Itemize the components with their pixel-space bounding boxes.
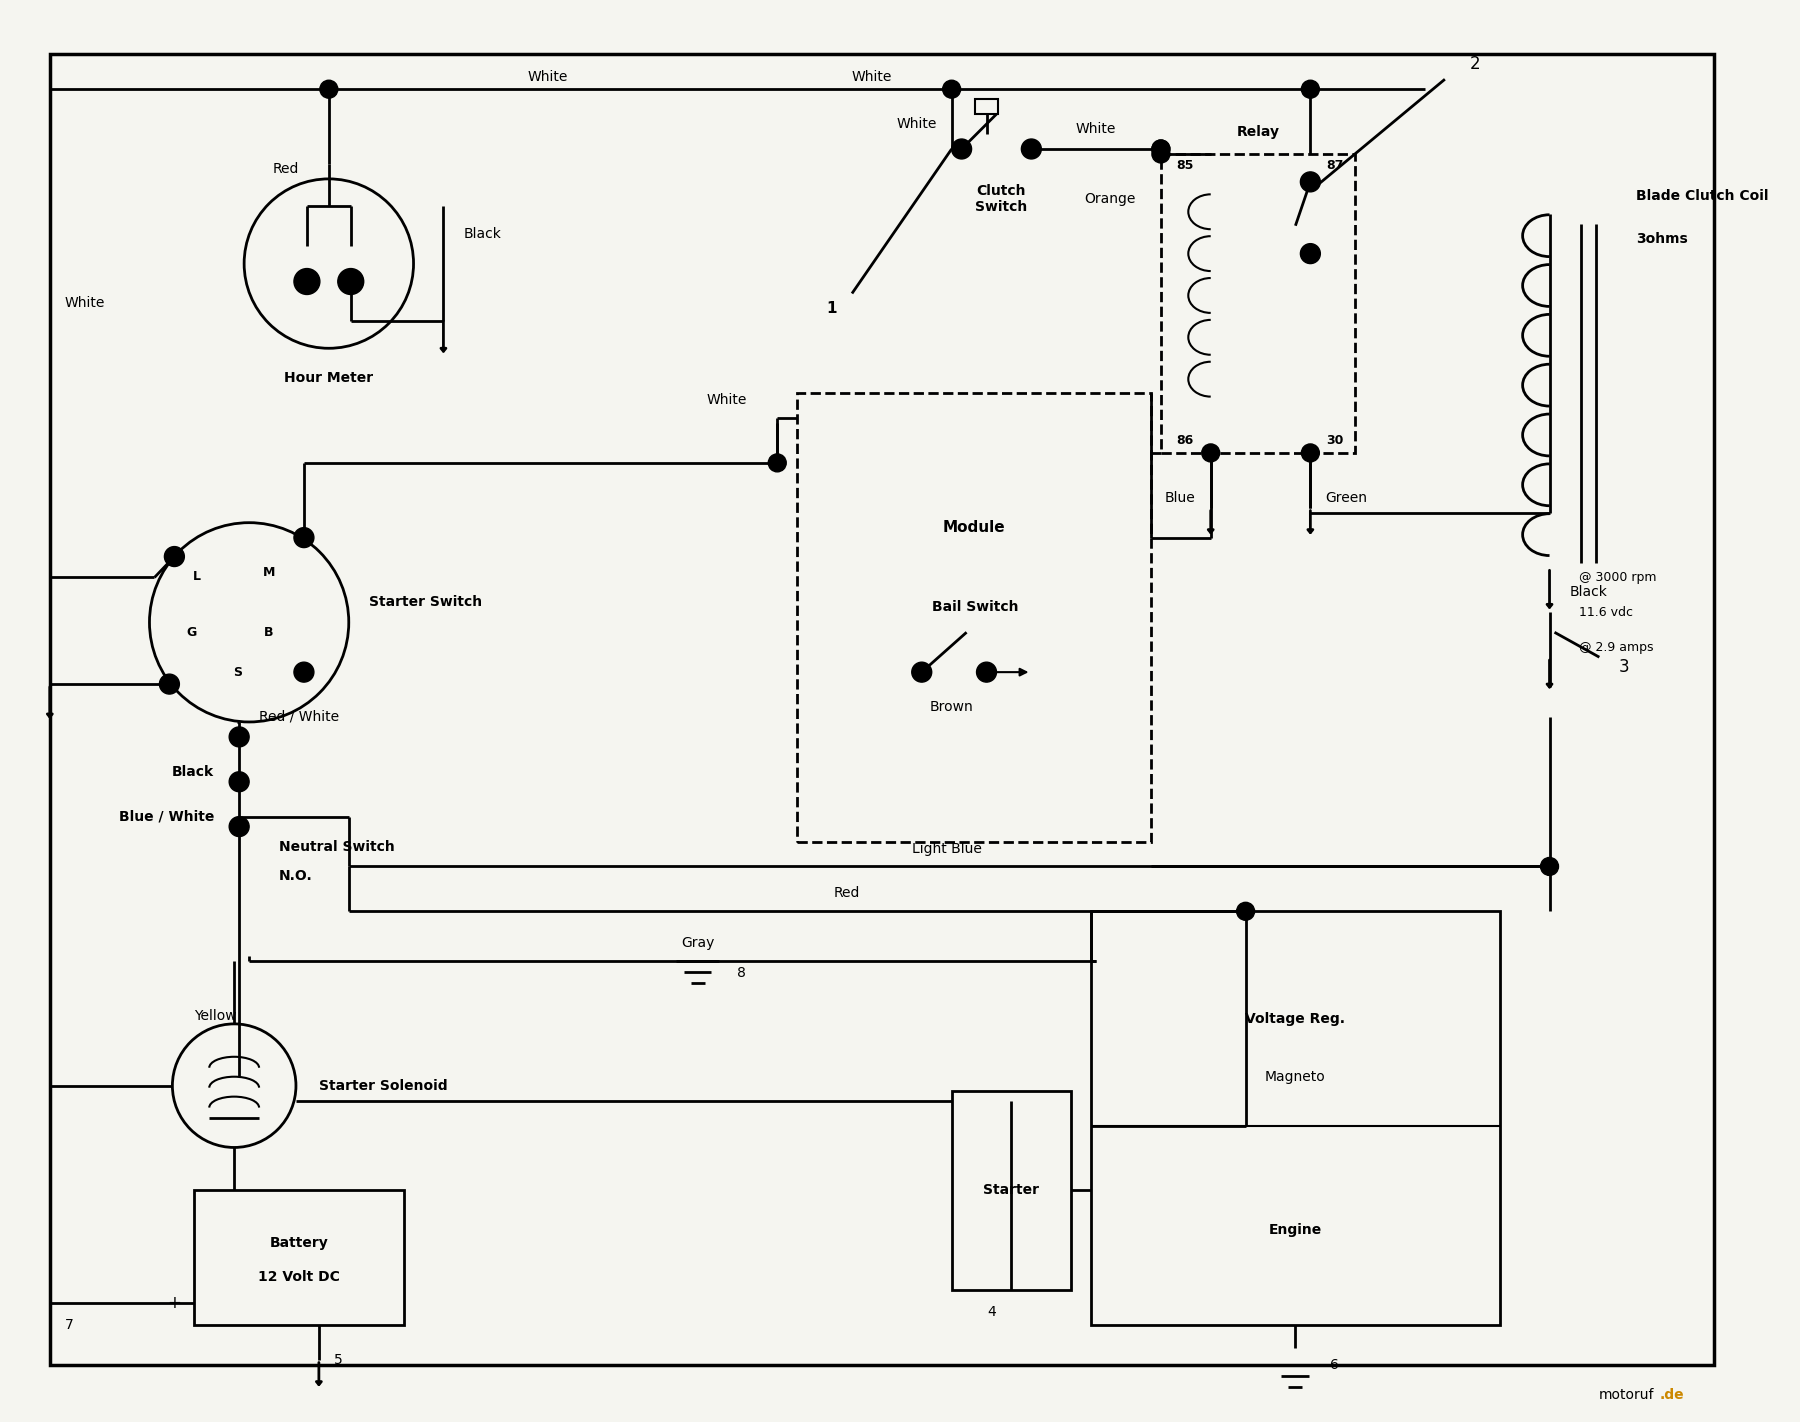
Text: Red: Red	[272, 162, 299, 176]
Circle shape	[977, 663, 997, 683]
Text: S: S	[232, 665, 241, 678]
Circle shape	[229, 816, 248, 836]
Text: Neutral Switch: Neutral Switch	[279, 839, 394, 853]
Text: Starter Solenoid: Starter Solenoid	[319, 1079, 448, 1092]
Text: motoruf: motoruf	[1598, 1388, 1654, 1402]
Text: .de: .de	[1660, 1388, 1685, 1402]
Circle shape	[293, 269, 320, 294]
Text: Green: Green	[1325, 491, 1368, 505]
Text: Clutch
Switch: Clutch Switch	[976, 183, 1028, 213]
Text: Relay: Relay	[1237, 125, 1280, 139]
Text: @ 3000 rpm: @ 3000 rpm	[1579, 572, 1658, 584]
Text: 11.6 vdc: 11.6 vdc	[1579, 606, 1633, 619]
Circle shape	[1021, 139, 1042, 159]
Text: Blue / White: Blue / White	[119, 809, 214, 823]
Text: Orange: Orange	[1085, 192, 1136, 206]
Circle shape	[1301, 80, 1319, 98]
Text: Black: Black	[463, 226, 500, 240]
Circle shape	[338, 269, 364, 294]
Text: M: M	[263, 566, 275, 579]
Circle shape	[1202, 444, 1220, 462]
Text: Bail Switch: Bail Switch	[932, 600, 1019, 614]
Text: White: White	[65, 296, 104, 310]
Circle shape	[229, 772, 248, 792]
Text: Black: Black	[1570, 586, 1607, 600]
Text: White: White	[896, 117, 936, 131]
Text: Engine: Engine	[1269, 1223, 1321, 1237]
Circle shape	[1237, 903, 1255, 920]
Bar	[1161, 154, 1355, 454]
Circle shape	[164, 546, 184, 566]
Text: Magneto: Magneto	[1265, 1069, 1327, 1084]
Bar	[797, 392, 1150, 842]
Circle shape	[160, 674, 180, 694]
Text: Battery: Battery	[270, 1236, 328, 1250]
Text: White: White	[1076, 122, 1116, 137]
Circle shape	[913, 663, 932, 683]
Circle shape	[1300, 172, 1321, 192]
Text: White: White	[851, 70, 891, 84]
Text: 3: 3	[1618, 658, 1629, 675]
Text: Black: Black	[173, 765, 214, 779]
Text: 30: 30	[1327, 435, 1343, 448]
Text: Blue: Blue	[1165, 491, 1195, 505]
Text: Brown: Brown	[931, 700, 974, 714]
Circle shape	[1300, 243, 1321, 263]
Text: Blade Clutch Coil: Blade Clutch Coil	[1636, 189, 1769, 203]
Text: Red / White: Red / White	[259, 710, 338, 724]
Circle shape	[229, 727, 248, 747]
Text: L: L	[193, 570, 202, 583]
Text: 87: 87	[1327, 159, 1343, 172]
Bar	[952, 1091, 1071, 1290]
Text: 85: 85	[1175, 159, 1193, 172]
Text: 4: 4	[986, 1305, 995, 1318]
Text: 2: 2	[1469, 55, 1480, 74]
Text: Starter Switch: Starter Switch	[369, 596, 482, 610]
Text: Red: Red	[833, 886, 860, 900]
Text: B: B	[265, 626, 274, 638]
Bar	[194, 1190, 403, 1325]
Circle shape	[1152, 139, 1170, 158]
Text: 8: 8	[738, 966, 747, 980]
Text: 7: 7	[65, 1318, 74, 1332]
Circle shape	[952, 139, 972, 159]
Text: Voltage Reg.: Voltage Reg.	[1246, 1012, 1345, 1025]
Circle shape	[293, 663, 313, 683]
Text: 6: 6	[1330, 1358, 1339, 1372]
Text: G: G	[185, 626, 196, 638]
Text: 3ohms: 3ohms	[1636, 232, 1688, 246]
Text: +: +	[167, 1294, 182, 1313]
Text: Yellow: Yellow	[194, 1010, 238, 1022]
Bar	[974, 100, 999, 114]
Text: N.O.: N.O.	[279, 869, 313, 883]
Bar	[1091, 912, 1499, 1325]
Circle shape	[1152, 145, 1170, 164]
Text: White: White	[707, 392, 747, 407]
Text: White: White	[527, 70, 569, 84]
Circle shape	[320, 80, 338, 98]
Text: 12 Volt DC: 12 Volt DC	[257, 1270, 340, 1284]
Text: Hour Meter: Hour Meter	[284, 371, 373, 385]
Text: 86: 86	[1175, 435, 1193, 448]
Circle shape	[1541, 857, 1559, 876]
Circle shape	[1301, 444, 1319, 462]
Text: 1: 1	[826, 301, 837, 316]
Text: Starter: Starter	[983, 1183, 1039, 1197]
Text: 5: 5	[333, 1352, 342, 1367]
Text: Gray: Gray	[680, 936, 715, 950]
Circle shape	[293, 528, 313, 547]
Circle shape	[1152, 139, 1170, 158]
Circle shape	[943, 80, 961, 98]
Text: @ 2.9 amps: @ 2.9 amps	[1579, 641, 1654, 654]
Circle shape	[769, 454, 787, 472]
Text: Module: Module	[943, 520, 1006, 535]
Text: Light Blue: Light Blue	[913, 842, 981, 856]
